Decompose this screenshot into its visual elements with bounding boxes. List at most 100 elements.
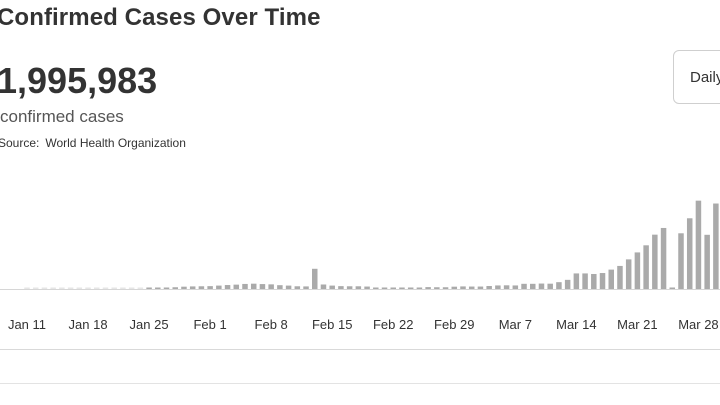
bar-feb-27[interactable] <box>434 287 440 289</box>
bar-feb-16[interactable] <box>338 286 344 289</box>
bar-mar-20[interactable] <box>625 259 632 289</box>
bar-feb-28[interactable] <box>442 287 449 289</box>
bar-jan-23[interactable] <box>128 287 135 290</box>
bar-jan-31[interactable] <box>198 286 205 289</box>
bar-feb-21[interactable] <box>381 287 388 290</box>
bar-mar-27[interactable] <box>686 218 693 289</box>
bar-jan-18[interactable] <box>85 287 91 290</box>
bar-feb-19[interactable] <box>364 286 370 289</box>
bar-feb-26[interactable] <box>425 287 431 289</box>
bar-feb-8[interactable] <box>268 284 274 289</box>
bar-feb-11[interactable] <box>294 286 301 289</box>
x-tick-label: Feb 15 <box>312 317 352 332</box>
bar-feb-25[interactable] <box>416 287 423 290</box>
interval-dropdown[interactable]: Daily <box>673 50 720 104</box>
bar-feb-7[interactable] <box>259 284 266 289</box>
bar-feb-13[interactable] <box>312 268 318 289</box>
bar-mar-21[interactable] <box>634 252 641 289</box>
x-tick-label: Jan 25 <box>130 317 169 332</box>
bar-jan-12[interactable] <box>32 287 39 290</box>
bar-jan-17[interactable] <box>76 287 83 290</box>
bar-jan-16[interactable] <box>67 287 74 290</box>
bar-feb-23[interactable] <box>399 287 405 290</box>
bar-mar-15[interactable] <box>582 273 588 289</box>
total-confirmed-label: confirmed cases <box>0 107 124 126</box>
bar-mar-2[interactable] <box>468 286 475 289</box>
page-title: Confirmed Cases Over Time <box>0 4 321 31</box>
bar-mar-7[interactable] <box>512 285 519 289</box>
bar-feb-6[interactable] <box>250 283 257 289</box>
bar-jan-11[interactable] <box>24 287 30 290</box>
bar-feb-5[interactable] <box>242 283 248 289</box>
bar-mar-25[interactable] <box>669 287 676 290</box>
bar-mar-26[interactable] <box>678 233 684 289</box>
bar-feb-2[interactable] <box>216 285 222 289</box>
bar-jan-28[interactable] <box>172 287 178 289</box>
bar-mar-18[interactable] <box>608 269 614 289</box>
cases-bar-chart: Jan 11 Jan 18 Jan 25 Feb 1 Feb 8 Feb 15 Feb 22… <box>0 200 720 332</box>
bar-feb-12[interactable] <box>303 286 309 289</box>
bar-mar-13[interactable] <box>564 279 571 289</box>
bar-mar-28[interactable] <box>695 200 702 289</box>
bar-feb-3[interactable] <box>224 285 231 289</box>
bar-mar-29[interactable] <box>704 234 710 289</box>
divider <box>0 383 720 384</box>
x-tick-label: Jan 18 <box>69 317 108 332</box>
bar-mar-16[interactable] <box>591 273 597 289</box>
bar-feb-20[interactable] <box>373 287 379 290</box>
bar-mar-1[interactable] <box>460 286 466 289</box>
source-line: Source: World Health Organization <box>0 136 186 150</box>
x-tick-label: Mar 7 <box>499 317 532 332</box>
bar-feb-29[interactable] <box>451 286 458 289</box>
bar-mar-14[interactable] <box>573 273 580 289</box>
bar-mar-30[interactable] <box>713 203 719 289</box>
x-tick-label: Feb 1 <box>193 317 226 332</box>
bar-mar-8[interactable] <box>521 283 527 289</box>
bar-jan-21[interactable] <box>111 287 117 290</box>
bar-feb-17[interactable] <box>346 286 353 289</box>
source-name: World Health Organization <box>45 136 186 150</box>
bar-mar-3[interactable] <box>477 286 484 289</box>
x-tick-label: Jan 11 <box>8 317 46 332</box>
bar-mar-5[interactable] <box>495 285 501 289</box>
bar-mar-11[interactable] <box>547 283 553 289</box>
bar-jan-27[interactable] <box>163 287 170 290</box>
bar-feb-18[interactable] <box>355 286 362 289</box>
x-tick-label: Feb 29 <box>434 317 474 332</box>
bar-jan-30[interactable] <box>189 286 196 289</box>
bar-mar-4[interactable] <box>486 286 492 289</box>
bars-group <box>24 200 719 290</box>
bar-jan-29[interactable] <box>181 286 187 289</box>
bar-mar-24[interactable] <box>660 227 667 289</box>
bar-jan-15[interactable] <box>59 287 65 290</box>
divider <box>0 349 720 350</box>
bar-feb-10[interactable] <box>285 285 292 289</box>
bar-jan-25[interactable] <box>146 287 152 290</box>
bar-feb-24[interactable] <box>407 287 414 290</box>
bar-feb-14[interactable] <box>320 284 327 289</box>
bar-mar-17[interactable] <box>599 273 606 289</box>
bar-jan-24[interactable] <box>137 287 144 290</box>
interval-dropdown-value: Daily <box>690 69 720 86</box>
bar-jan-22[interactable] <box>120 287 126 290</box>
bar-mar-23[interactable] <box>652 234 658 289</box>
bar-mar-12[interactable] <box>556 282 562 289</box>
bar-mar-22[interactable] <box>643 245 649 289</box>
x-tick-label: Mar 28 <box>678 317 718 332</box>
bar-feb-15[interactable] <box>329 285 335 289</box>
bar-mar-9[interactable] <box>530 283 536 289</box>
x-tick-label: Mar 21 <box>617 317 657 332</box>
bar-jan-13[interactable] <box>41 287 48 290</box>
bar-feb-22[interactable] <box>390 287 396 290</box>
bar-mar-10[interactable] <box>538 283 545 289</box>
bar-jan-14[interactable] <box>50 287 56 290</box>
bar-jan-26[interactable] <box>155 287 161 290</box>
bar-feb-4[interactable] <box>233 284 240 289</box>
bar-feb-9[interactable] <box>277 285 283 289</box>
bar-mar-6[interactable] <box>503 285 510 289</box>
x-tick-label: Feb 8 <box>255 317 288 332</box>
bar-mar-19[interactable] <box>617 265 623 289</box>
bar-jan-19[interactable] <box>94 287 100 290</box>
bar-feb-1[interactable] <box>207 286 213 289</box>
bar-jan-20[interactable] <box>102 287 109 290</box>
